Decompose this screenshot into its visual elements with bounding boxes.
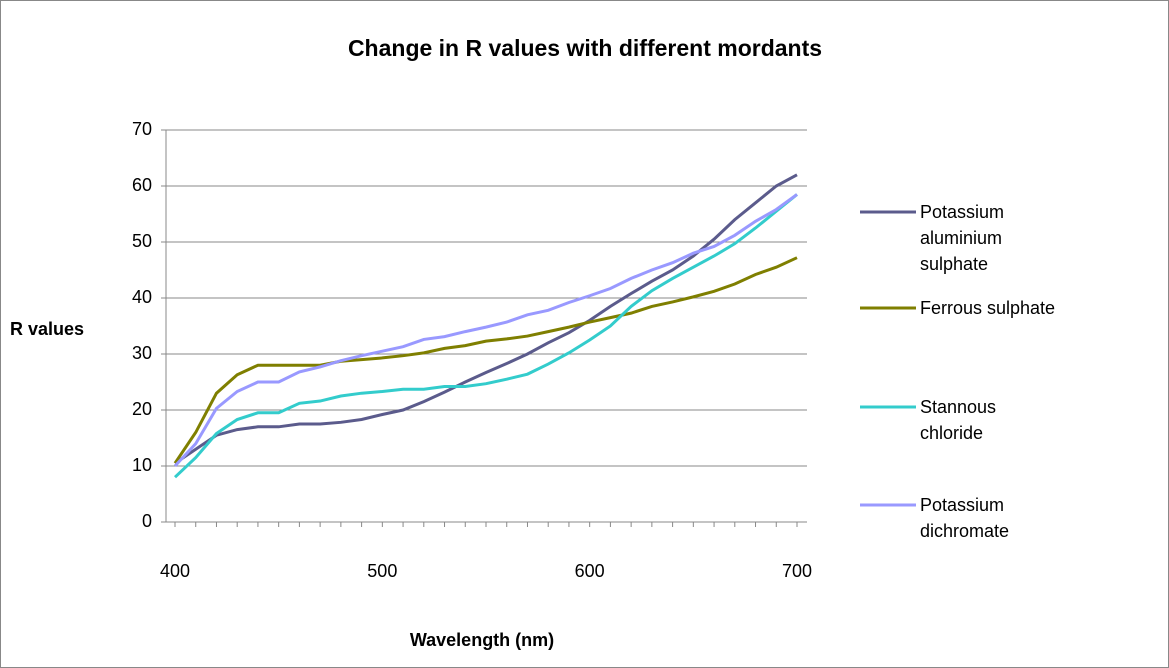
series-line <box>173 193 798 468</box>
x-tick-label: 400 <box>160 561 190 581</box>
series-line <box>173 193 798 479</box>
y-axis-label: R values <box>10 319 84 339</box>
y-tick-label: 50 <box>132 231 152 251</box>
y-tick-label: 30 <box>132 343 152 363</box>
legend-label: Ferrous sulphate <box>920 298 1056 318</box>
legend-label: Potassium dichromate <box>920 495 1010 541</box>
y-tick-label: 70 <box>132 119 152 139</box>
x-axis-label: Wavelength (nm) <box>410 630 554 650</box>
y-tick-label: 40 <box>132 287 152 307</box>
y-tick-label: 10 <box>132 455 152 475</box>
chart-title: Change in R values with different mordan… <box>348 35 822 61</box>
y-tick-label: 60 <box>132 175 152 195</box>
y-tick-label: 0 <box>142 511 152 531</box>
series-line <box>173 256 798 465</box>
x-tick-label: 500 <box>367 561 397 581</box>
x-tick-label: 600 <box>575 561 605 581</box>
x-tick-label: 700 <box>782 561 812 581</box>
y-tick-label: 20 <box>132 399 152 419</box>
legend-label: Potassium aluminium sulphate <box>920 202 1005 274</box>
series-line <box>174 173 798 465</box>
legend-label: Stannous chloride <box>920 397 997 443</box>
